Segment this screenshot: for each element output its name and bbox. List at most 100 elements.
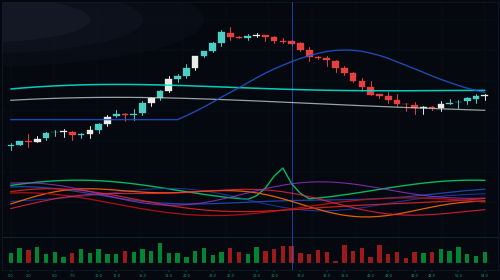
Bar <box>35 248 40 263</box>
Bar <box>376 94 383 96</box>
Ellipse shape <box>0 0 90 42</box>
Bar <box>78 134 84 136</box>
Bar <box>482 95 488 96</box>
Bar <box>237 252 241 263</box>
Bar <box>246 254 250 263</box>
Bar <box>227 32 234 37</box>
Bar <box>288 41 295 44</box>
Bar <box>44 254 48 263</box>
Bar <box>341 68 347 73</box>
Bar <box>316 250 320 263</box>
Bar <box>280 41 286 42</box>
Bar <box>411 104 418 108</box>
Bar <box>334 261 338 263</box>
Bar <box>176 253 180 263</box>
Bar <box>200 51 207 57</box>
Bar <box>386 254 390 263</box>
Bar <box>420 107 426 108</box>
Bar <box>448 251 452 263</box>
Bar <box>228 248 232 263</box>
Bar <box>62 257 66 263</box>
Bar <box>202 248 206 263</box>
Bar <box>368 257 373 263</box>
Bar <box>429 107 436 108</box>
Bar <box>140 249 144 263</box>
Bar <box>218 32 225 43</box>
Bar <box>60 131 67 132</box>
Bar <box>114 254 118 263</box>
Bar <box>52 252 57 263</box>
Bar <box>192 56 198 68</box>
Bar <box>96 124 102 130</box>
Bar <box>174 76 181 79</box>
Bar <box>254 247 259 263</box>
Bar <box>351 251 356 263</box>
Bar <box>350 73 356 81</box>
Bar <box>307 254 312 263</box>
Bar <box>464 98 470 101</box>
Bar <box>395 252 399 263</box>
Bar <box>220 252 224 263</box>
Bar <box>122 114 128 115</box>
Bar <box>342 245 346 263</box>
Bar <box>183 68 190 76</box>
Bar <box>26 250 30 263</box>
Bar <box>377 245 382 263</box>
Bar <box>88 253 92 263</box>
Bar <box>263 251 268 263</box>
Bar <box>298 253 302 263</box>
Bar <box>148 98 154 103</box>
Bar <box>472 96 480 99</box>
Bar <box>8 253 13 263</box>
Bar <box>156 91 164 98</box>
Bar <box>113 114 119 116</box>
Bar <box>314 57 322 58</box>
Bar <box>86 130 93 134</box>
Bar <box>139 103 146 113</box>
Bar <box>385 96 392 100</box>
Bar <box>166 80 172 91</box>
Bar <box>96 249 101 263</box>
Bar <box>166 253 171 263</box>
Bar <box>69 132 75 135</box>
Bar <box>236 37 242 38</box>
Bar <box>34 139 40 141</box>
Bar <box>244 36 251 38</box>
Bar <box>158 243 162 263</box>
Bar <box>280 246 285 263</box>
Bar <box>360 248 364 263</box>
Bar <box>474 256 478 263</box>
Bar <box>272 249 276 263</box>
Bar <box>271 37 278 41</box>
Bar <box>79 249 84 263</box>
Bar <box>130 114 137 115</box>
Bar <box>456 247 460 263</box>
Bar <box>193 251 198 263</box>
Bar <box>8 145 14 146</box>
Bar <box>262 35 268 37</box>
Bar <box>394 100 400 104</box>
Bar <box>18 248 22 263</box>
Bar <box>412 252 416 263</box>
Bar <box>297 43 304 50</box>
Bar <box>253 35 260 36</box>
Bar <box>132 252 136 263</box>
Bar <box>210 43 216 51</box>
Bar <box>184 256 188 263</box>
Ellipse shape <box>0 0 142 53</box>
Bar <box>404 258 408 263</box>
Bar <box>306 50 312 57</box>
Bar <box>358 81 365 87</box>
Bar <box>149 251 154 263</box>
Bar <box>105 254 110 263</box>
Bar <box>210 255 215 263</box>
Bar <box>332 61 339 68</box>
Bar <box>446 103 453 104</box>
Bar <box>42 133 50 138</box>
Bar <box>70 253 74 263</box>
Bar <box>421 253 426 263</box>
Bar <box>482 251 487 263</box>
Bar <box>465 254 469 263</box>
Bar <box>324 252 329 263</box>
Bar <box>430 252 434 263</box>
